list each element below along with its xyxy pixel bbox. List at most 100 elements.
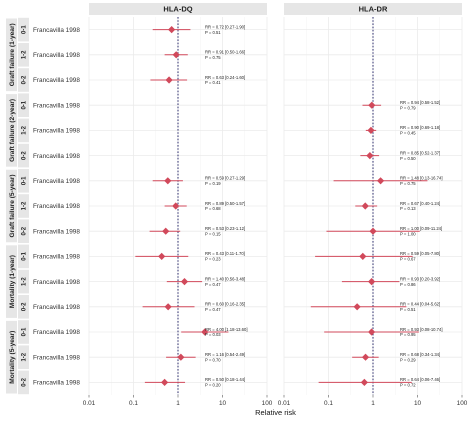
estimate-marker bbox=[172, 51, 180, 59]
rr-annotation: RR = 0.53 [0.23-1.12] bbox=[205, 226, 245, 231]
subgroup-strip bbox=[18, 320, 29, 344]
p-annotation: P = 0.23 bbox=[205, 257, 221, 262]
study-label: Francavilla 1998 bbox=[33, 178, 80, 185]
subgroup-label: 0-2 bbox=[22, 302, 28, 311]
subgroup-strip bbox=[18, 93, 29, 117]
group-strip bbox=[6, 169, 17, 243]
subgroup-strip bbox=[18, 194, 29, 218]
x-tick-label: 100 bbox=[262, 400, 273, 407]
estimate-marker bbox=[162, 227, 170, 235]
estimate-marker bbox=[367, 126, 375, 134]
group-label: Graft failure (5-year) bbox=[9, 174, 16, 237]
x-tick-label: 1 bbox=[371, 400, 375, 407]
subgroup-label: 1-2 bbox=[22, 125, 28, 134]
estimate-marker bbox=[177, 353, 185, 361]
subgroup-strip bbox=[18, 370, 29, 395]
study-label: Francavilla 1998 bbox=[33, 228, 80, 235]
group-label: Mortality (1-year) bbox=[9, 255, 16, 308]
estimate-marker bbox=[366, 152, 374, 160]
group-label: Mortality (5-year) bbox=[9, 331, 16, 384]
subgroup-label: 1-2 bbox=[22, 352, 28, 361]
estimate-marker bbox=[165, 76, 173, 84]
rr-annotation: RR = 4.00 [1.18-13.60] bbox=[205, 327, 247, 332]
estimate-marker bbox=[164, 303, 172, 311]
study-label: Francavilla 1998 bbox=[33, 128, 80, 135]
estimate-marker bbox=[172, 202, 180, 210]
estimate-marker bbox=[367, 328, 376, 336]
subgroup-label: 0-2 bbox=[22, 377, 28, 386]
subgroup-label: 0-1 bbox=[22, 176, 28, 185]
rr-annotation: RR = 1.00 [0.09-11.24] bbox=[400, 226, 442, 231]
x-tick-label: 100 bbox=[457, 400, 468, 407]
rr-annotation: RR = 0.59 [0.27-1.29] bbox=[205, 176, 245, 181]
subgroup-label: 0-1 bbox=[22, 100, 28, 109]
study-label: Francavilla 1998 bbox=[33, 77, 80, 84]
estimate-marker bbox=[158, 252, 166, 260]
estimate-marker bbox=[164, 177, 172, 185]
group-label: Graft failure (2-year) bbox=[9, 99, 16, 162]
rr-annotation: RR = 0.43 [0.11-1.70] bbox=[205, 251, 245, 256]
p-annotation: P = 0.47 bbox=[205, 282, 221, 287]
subgroup-strip bbox=[18, 219, 29, 243]
study-label: Francavilla 1998 bbox=[33, 153, 80, 160]
subgroup-label: 0-2 bbox=[22, 151, 28, 160]
subgroup-strip bbox=[18, 17, 29, 42]
rr-annotation: RR = 0.59 [0.05-7.80] bbox=[400, 251, 440, 256]
p-annotation: P = 0.15 bbox=[205, 231, 221, 236]
p-annotation: P = 0.51 bbox=[400, 307, 416, 312]
p-annotation: P = 0.72 bbox=[400, 383, 416, 388]
panel-title: HLA-DR bbox=[359, 5, 388, 14]
panel-strip bbox=[89, 3, 267, 15]
x-tick-label: 0.1 bbox=[324, 400, 333, 407]
group-label: Graft failure (1-year) bbox=[9, 23, 16, 86]
subgroup-strip bbox=[18, 169, 29, 193]
rr-annotation: RR = 0.63 [0.24-1.60] bbox=[205, 75, 245, 80]
x-tick-label: 10 bbox=[414, 400, 422, 407]
group-strip bbox=[6, 94, 17, 167]
rr-annotation: RR = 0.93 [0.08-10.74] bbox=[400, 327, 442, 332]
p-annotation: P = 0.19 bbox=[205, 181, 221, 186]
panel-strip bbox=[284, 3, 462, 15]
subgroup-label: 1-2 bbox=[22, 201, 28, 210]
estimate-marker bbox=[376, 177, 385, 185]
p-annotation: P = 0.20 bbox=[205, 383, 221, 388]
estimate-marker bbox=[161, 378, 169, 386]
subgroup-strip bbox=[18, 269, 29, 294]
subgroup-label: 0-1 bbox=[22, 25, 28, 34]
estimate-marker bbox=[369, 227, 377, 235]
x-tick-label: 1 bbox=[176, 400, 180, 407]
p-annotation: P = 0.45 bbox=[400, 131, 416, 136]
estimate-marker bbox=[367, 278, 376, 286]
estimate-marker bbox=[353, 303, 361, 311]
subgroup-strip bbox=[18, 244, 29, 269]
subgroup-strip bbox=[18, 295, 29, 319]
rr-annotation: RR = 0.90 [0.69-1.18] bbox=[400, 125, 440, 130]
estimate-marker bbox=[359, 252, 367, 260]
subgroup-strip bbox=[18, 118, 29, 143]
group-strip bbox=[6, 245, 17, 318]
p-annotation: P = 0.75 bbox=[205, 55, 221, 60]
subgroup-strip bbox=[18, 68, 29, 92]
subgroup-label: 0-2 bbox=[22, 75, 28, 84]
panel-title: HLA-DQ bbox=[163, 5, 192, 14]
study-label: Francavilla 1998 bbox=[33, 380, 80, 387]
subgroup-label: 0-1 bbox=[22, 327, 28, 336]
study-label: Francavilla 1998 bbox=[33, 329, 80, 336]
rr-annotation: RR = 0.67 [0.40-1.24] bbox=[400, 201, 440, 206]
rr-annotation: RR = 0.91 [0.50-1.66] bbox=[205, 50, 245, 55]
subgroup-strip bbox=[18, 43, 29, 67]
estimate-marker bbox=[368, 101, 376, 109]
group-strip bbox=[6, 320, 17, 394]
rr-annotation: RR = 0.93 [0.20-3.92] bbox=[400, 276, 440, 281]
p-annotation: P = 0.70 bbox=[205, 357, 221, 362]
p-annotation: P = 0.95 bbox=[400, 332, 416, 337]
rr-annotation: RR = 0.68 [0.34-1.34] bbox=[400, 352, 440, 357]
subgroup-strip bbox=[18, 143, 29, 168]
p-annotation: P = 0.75 bbox=[400, 181, 416, 186]
rr-annotation: RR = 0.64 [0.06-7.46] bbox=[400, 377, 440, 382]
estimate-marker bbox=[201, 328, 209, 336]
p-annotation: P = 0.50 bbox=[400, 156, 416, 161]
rr-annotation: RR = 0.50 [0.18-1.44] bbox=[205, 377, 245, 382]
subgroup-label: 1-2 bbox=[22, 277, 28, 286]
p-annotation: P = 0.79 bbox=[400, 105, 416, 110]
